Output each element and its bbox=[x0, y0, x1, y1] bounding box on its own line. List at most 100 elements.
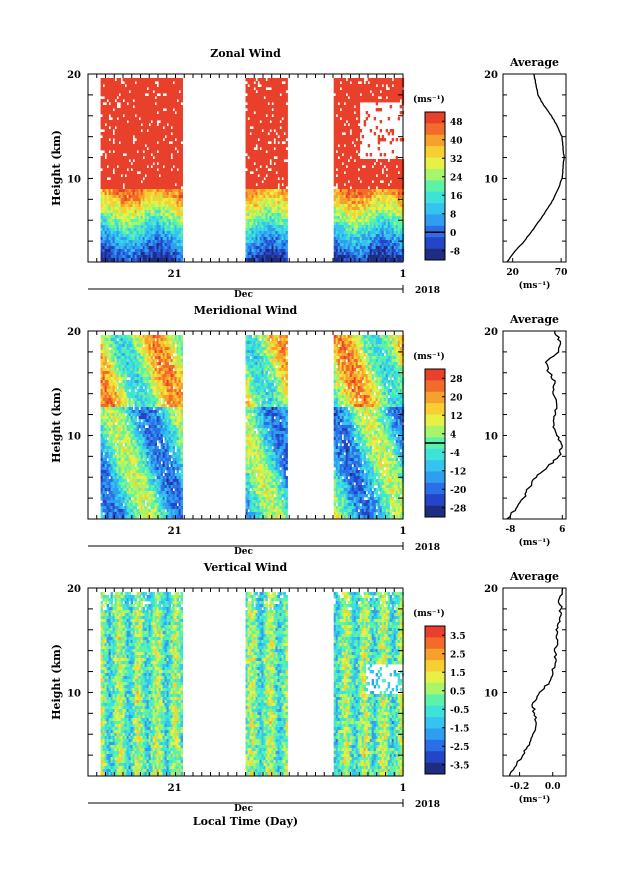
heatmap-cell bbox=[365, 111, 369, 115]
heatmap-cell bbox=[275, 186, 278, 190]
heatmap-cell bbox=[126, 213, 129, 217]
heatmap-cell bbox=[134, 102, 137, 106]
heatmap-cell bbox=[100, 84, 103, 88]
heatmap-cell bbox=[132, 126, 135, 130]
heatmap-cell bbox=[140, 186, 143, 190]
heatmap-cell bbox=[106, 90, 109, 94]
heatmap-cell bbox=[100, 189, 103, 193]
heatmap-cell bbox=[120, 87, 123, 91]
heatmap-cell bbox=[130, 147, 133, 151]
heatmap-cell bbox=[146, 123, 149, 127]
heatmap-cell bbox=[126, 198, 129, 202]
heatmap-cell bbox=[130, 156, 133, 160]
heatmap-cell bbox=[104, 198, 107, 202]
heatmap-cell bbox=[267, 120, 270, 124]
heatmap-cell bbox=[140, 165, 143, 169]
heatmap-cell bbox=[154, 120, 157, 124]
heatmap-cell bbox=[285, 78, 288, 82]
heatmap-cell bbox=[359, 165, 363, 169]
heatmap-cell bbox=[285, 177, 288, 181]
heatmap-cell bbox=[104, 192, 107, 196]
heatmap-cell bbox=[120, 195, 123, 199]
heatmap-cell bbox=[106, 252, 109, 256]
heatmap-cell bbox=[104, 150, 107, 154]
heatmap-cell bbox=[130, 234, 133, 238]
heatmap-cell bbox=[136, 258, 139, 262]
heatmap-cell bbox=[285, 156, 288, 160]
heatmap-cell bbox=[122, 255, 125, 259]
heatmap-cell bbox=[128, 249, 131, 253]
heatmap-cell bbox=[130, 195, 133, 199]
heatmap-cell bbox=[120, 147, 123, 151]
heatmap-cell bbox=[118, 153, 121, 157]
heatmap-cell bbox=[128, 165, 131, 169]
heatmap-cell bbox=[118, 165, 121, 169]
heatmap-cell bbox=[122, 93, 125, 97]
heatmap-cell bbox=[379, 168, 383, 172]
heatmap-cell bbox=[106, 183, 109, 187]
heatmap-cell bbox=[102, 213, 105, 217]
heatmap-cell bbox=[130, 102, 133, 106]
heatmap-cell bbox=[106, 186, 109, 190]
heatmap-cell bbox=[138, 141, 141, 145]
heatmap-cell bbox=[104, 126, 107, 130]
heatmap-cell bbox=[110, 153, 113, 157]
heatmap-cell bbox=[383, 153, 387, 157]
heatmap-cell bbox=[106, 231, 109, 235]
heatmap-cell bbox=[102, 123, 105, 127]
heatmap-cell bbox=[285, 165, 288, 169]
heatmap-cell bbox=[118, 147, 121, 151]
heatmap-cell bbox=[114, 234, 117, 238]
heatmap-cell bbox=[130, 207, 133, 211]
heatmap-cell bbox=[245, 156, 248, 160]
heatmap-cell bbox=[251, 81, 254, 85]
heatmap-cell bbox=[120, 156, 123, 160]
heatmap-cell bbox=[116, 183, 119, 187]
heatmap-cell bbox=[112, 186, 115, 190]
heatmap-cell bbox=[118, 144, 121, 148]
heatmap-cell bbox=[112, 162, 115, 166]
heatmap-cell bbox=[132, 147, 135, 151]
heatmap-cell bbox=[180, 204, 183, 208]
heatmap-cell bbox=[108, 144, 111, 148]
heatmap-cell bbox=[122, 252, 125, 256]
heatmap-cell bbox=[106, 222, 109, 226]
heatmap-cell bbox=[106, 156, 109, 160]
heatmap-cell bbox=[180, 96, 183, 100]
heatmap-cell bbox=[108, 84, 111, 88]
heatmap-cell bbox=[120, 186, 123, 190]
heatmap-cell bbox=[100, 243, 103, 247]
heatmap-cell bbox=[391, 132, 395, 136]
heatmap-cell bbox=[126, 108, 129, 112]
heatmap-cell bbox=[341, 102, 345, 106]
heatmap-cell bbox=[124, 198, 127, 202]
heatmap-cell bbox=[126, 219, 129, 223]
heatmap-cell bbox=[116, 252, 119, 256]
heatmap-cell bbox=[118, 213, 121, 217]
heatmap-cell bbox=[124, 90, 127, 94]
heatmap-cell bbox=[104, 165, 107, 169]
heatmap-cell bbox=[118, 99, 121, 103]
heatmap-cell bbox=[389, 141, 393, 145]
heatmap-cell bbox=[114, 204, 117, 208]
heatmap-cell bbox=[112, 90, 115, 94]
heatmap-cell bbox=[120, 189, 123, 193]
heatmap-cell bbox=[285, 93, 288, 97]
heatmap-cell bbox=[116, 192, 119, 196]
heatmap-cell bbox=[124, 228, 127, 232]
heatmap-cell bbox=[124, 114, 127, 118]
heatmap-cell bbox=[130, 243, 133, 247]
heatmap-cell bbox=[130, 177, 133, 181]
heatmap-cell bbox=[144, 147, 147, 151]
heatmap-cell bbox=[126, 237, 129, 241]
heatmap-cell bbox=[379, 108, 383, 112]
heatmap-cell bbox=[383, 96, 387, 100]
heatmap-field bbox=[100, 78, 405, 262]
heatmap-cell bbox=[116, 93, 119, 97]
heatmap-cell bbox=[251, 87, 254, 91]
heatmap-cell bbox=[138, 159, 141, 163]
heatmap-cell bbox=[253, 78, 256, 82]
heatmap-cell bbox=[112, 192, 115, 196]
heatmap-cell bbox=[118, 189, 121, 193]
heatmap-cell bbox=[120, 198, 123, 202]
